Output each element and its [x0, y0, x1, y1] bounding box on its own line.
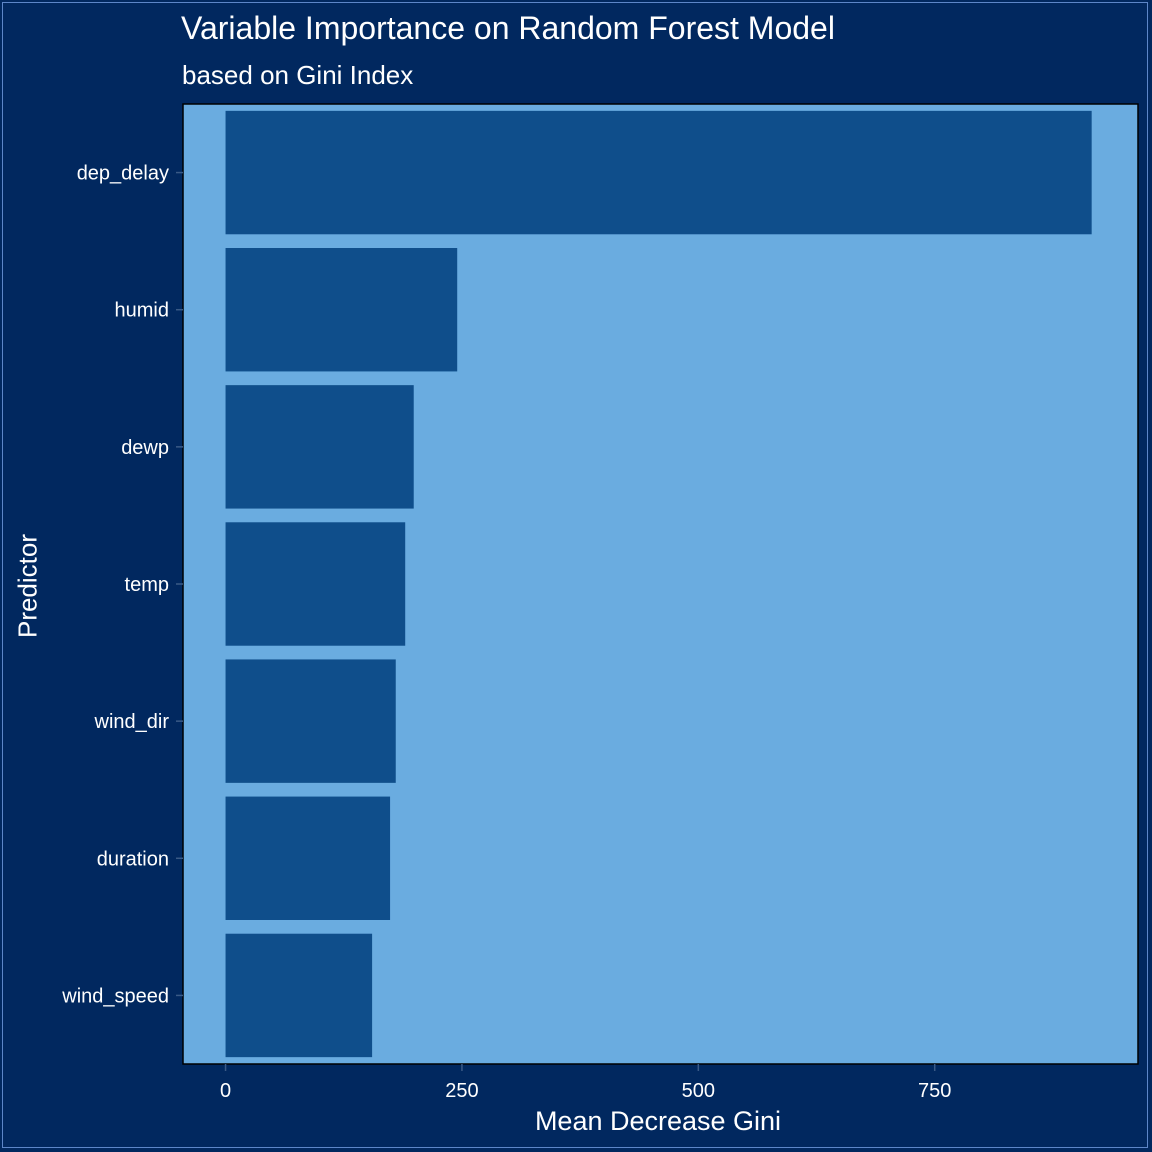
- bar-temp: [225, 522, 406, 646]
- bars-group: [225, 110, 1092, 1058]
- y-tick-label: dewp: [121, 437, 169, 459]
- x-tick-label: 500: [682, 1080, 715, 1102]
- y-tick-label: temp: [125, 574, 169, 596]
- bar-wind-speed: [225, 933, 373, 1058]
- bar-dep-delay: [225, 110, 1092, 235]
- x-tick-label: 250: [445, 1080, 478, 1102]
- y-tick-label: wind_dir: [94, 711, 170, 733]
- x-ticks-group: 0 250 500 750: [220, 1064, 951, 1102]
- bar-duration: [225, 796, 391, 920]
- x-tick-label: 0: [220, 1080, 231, 1102]
- y-tick-label: dep_delay: [77, 163, 169, 185]
- x-axis-label: Mean Decrease Gini: [534, 1106, 782, 1136]
- bar-dewp: [225, 385, 414, 509]
- bar-humid: [225, 248, 458, 372]
- chart-subtitle: based on Gini Index: [182, 60, 414, 90]
- y-tick-label: duration: [97, 848, 169, 870]
- bar-wind-dir: [225, 659, 396, 783]
- y-tick-label: humid: [115, 300, 169, 322]
- y-tick-label: wind_speed: [61, 985, 169, 1007]
- x-tick-label: 750: [918, 1080, 951, 1102]
- chart-title: Variable Importance on Random Forest Mod…: [181, 10, 835, 46]
